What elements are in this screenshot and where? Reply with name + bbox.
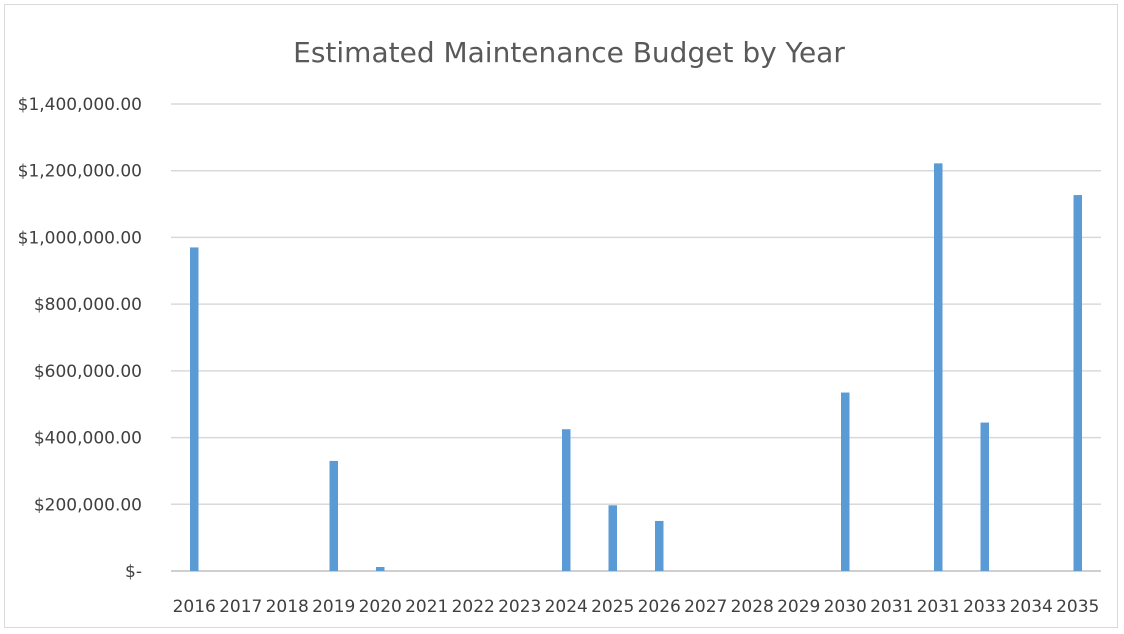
x-tick-label: 2023 [498, 597, 541, 617]
x-tick-label: 2031 [917, 597, 960, 617]
bar [980, 422, 989, 571]
x-tick-label: 2022 [452, 597, 495, 617]
x-tick-label: 2035 [1056, 597, 1099, 617]
bar [376, 566, 385, 571]
x-tick-label: 2031 [870, 597, 913, 617]
bar [1073, 195, 1082, 571]
y-tick-label: $400,000.00 [34, 429, 142, 449]
bar [190, 247, 199, 571]
y-tick-label: $1,400,000.00 [18, 95, 142, 115]
y-axis-tick-labels: $- $200,000.00 $400,000.00 $600,000.00 $800,… [18, 95, 142, 582]
bar [655, 520, 664, 571]
y-tick-label: $1,000,000.00 [18, 228, 142, 248]
x-tick-label: 2021 [405, 597, 448, 617]
bar [841, 392, 850, 571]
bar [562, 429, 571, 571]
x-tick-label: 2025 [591, 597, 634, 617]
x-tick-label: 2028 [731, 597, 774, 617]
y-tick-label: $600,000.00 [34, 362, 142, 382]
x-tick-label: 2026 [638, 597, 681, 617]
x-tick-label: 2017 [219, 597, 262, 617]
chart-frame [4, 4, 1118, 628]
x-tick-label: 2030 [824, 597, 867, 617]
x-tick-label: 2018 [266, 597, 309, 617]
y-tick-label: $1,200,000.00 [18, 162, 142, 182]
x-tick-label: 2027 [684, 597, 727, 617]
bar [934, 163, 943, 571]
x-tick-label: 2024 [545, 597, 588, 617]
y-tick-label: $- [125, 562, 142, 582]
x-tick-label: 2034 [1010, 597, 1053, 617]
x-tick-label: 2020 [359, 597, 402, 617]
x-axis-tick-labels: 2016 2017 2018 2019 2020 2021 2022 2023 2024 2025… [173, 597, 1100, 617]
x-tick-label: 2016 [173, 597, 216, 617]
x-tick-label: 2033 [963, 597, 1006, 617]
y-tick-label: $800,000.00 [34, 295, 142, 315]
bar [608, 505, 617, 571]
y-tick-label: $200,000.00 [34, 495, 142, 515]
gridlines [171, 103, 1101, 572]
bar [329, 460, 338, 571]
x-tick-label: 2029 [777, 597, 820, 617]
bars [190, 163, 1082, 571]
x-tick-label: 2019 [312, 597, 355, 617]
chart-title: Estimated Maintenance Budget by Year [293, 36, 845, 69]
